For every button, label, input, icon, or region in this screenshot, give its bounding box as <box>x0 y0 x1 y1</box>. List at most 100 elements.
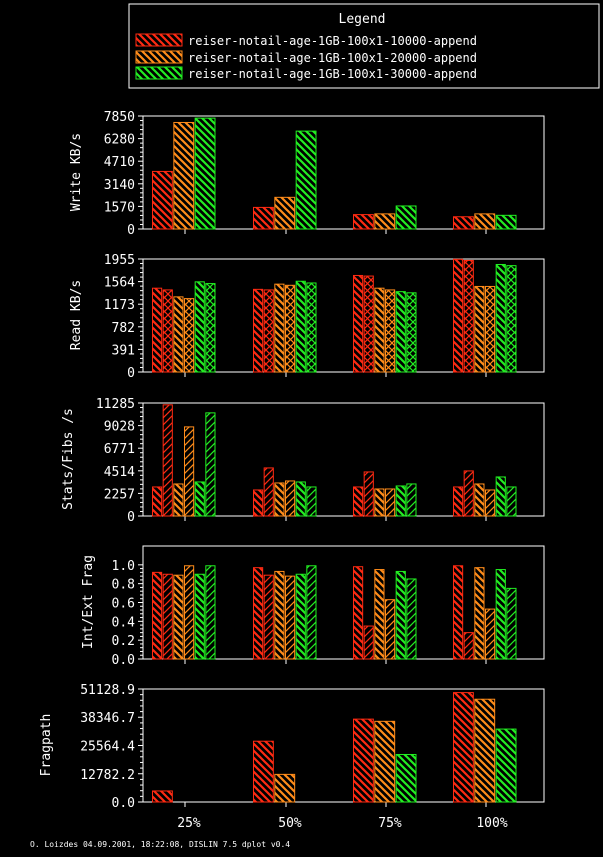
y-tick-label: 0 <box>127 223 135 238</box>
bar <box>353 486 364 517</box>
bar <box>374 720 396 803</box>
bar <box>263 467 274 517</box>
bar <box>474 285 485 373</box>
legend-swatch-3 <box>135 66 183 80</box>
bar <box>495 476 506 517</box>
bar <box>406 292 417 373</box>
bar <box>263 289 274 373</box>
panel-frag-ylabel: Int/Ext Frag <box>81 555 96 649</box>
y-tick-label: 11285 <box>96 397 135 412</box>
y-tick-label: 25564.4 <box>80 740 135 755</box>
bar <box>152 170 173 230</box>
panel-read-frame <box>142 258 545 373</box>
bar <box>495 214 517 230</box>
bar <box>395 205 417 230</box>
panel-read-ticks: 0 391 782 1173 1564 1955 <box>104 253 487 381</box>
bar <box>395 753 417 803</box>
y-tick-label: 1570 <box>104 200 135 215</box>
bar <box>253 740 274 803</box>
bar <box>194 281 205 373</box>
panel-write-ylabel: Write KB/s <box>69 133 84 211</box>
bar <box>285 284 296 373</box>
panel-frag-ticks: 0.0 0.2 0.4 0.6 0.8 1.0 <box>112 559 487 668</box>
legend-label-1: reiser-notail-age-1GB-100x1-10000-append <box>188 34 477 48</box>
panel-read-bars <box>152 258 517 373</box>
panel-stats-frame <box>142 402 545 517</box>
bar <box>162 404 173 517</box>
bar <box>194 573 205 660</box>
panel-read-ylabel: Read KB/s <box>69 280 84 350</box>
bar <box>385 488 396 517</box>
panel-stats-bars <box>152 404 517 517</box>
bar <box>463 632 474 660</box>
legend-title: Legend <box>339 12 386 27</box>
legend-label-2: reiser-notail-age-1GB-100x1-20000-append <box>188 51 477 65</box>
panel-frag: Int/Ext Frag 0.0 0.2 0.4 0.6 0.8 1.0 <box>81 545 545 668</box>
bar <box>374 213 396 230</box>
legend-swatch-1 <box>135 33 183 47</box>
y-tick-label: 6771 <box>104 442 135 457</box>
y-tick-label: 0.0 <box>112 796 135 811</box>
y-tick-label: 9028 <box>104 420 135 435</box>
y-tick-label: 2257 <box>104 487 135 502</box>
legend-swatch-2 <box>135 50 183 64</box>
y-tick-label: 6280 <box>104 133 135 148</box>
panel-fragpath-ticks: 0.0 12782.2 25564.4 38346.7 51128.9 <box>80 683 487 811</box>
bar <box>285 480 296 517</box>
bar <box>173 296 184 373</box>
bar <box>253 206 274 230</box>
bar <box>274 283 285 373</box>
y-tick-label: 3140 <box>104 178 135 193</box>
bar <box>295 573 306 660</box>
bar <box>485 285 496 373</box>
y-tick-label: 0.2 <box>112 634 135 649</box>
bar <box>453 486 464 517</box>
bar <box>205 283 216 373</box>
y-tick-label: 4514 <box>104 465 135 480</box>
bar <box>285 575 296 660</box>
bar <box>495 569 506 660</box>
panel-read: Read KB/s 0 391 782 1173 1564 1955 <box>69 253 545 381</box>
panel-fragpath-bars <box>152 692 517 803</box>
bar <box>474 213 496 230</box>
x-label-25: 25% <box>177 816 201 831</box>
bar <box>274 482 285 517</box>
y-tick-label: 51128.9 <box>80 683 135 698</box>
bar <box>274 570 285 660</box>
y-tick-label: 0 <box>127 510 135 525</box>
y-tick-label: 391 <box>112 343 135 358</box>
bar <box>453 258 464 373</box>
bar <box>374 569 385 660</box>
bar <box>152 571 163 660</box>
legend-box <box>128 3 600 89</box>
y-tick-label: 1.0 <box>112 559 135 574</box>
bar <box>152 287 163 373</box>
bar <box>295 130 317 230</box>
y-tick-label: 1173 <box>104 298 135 313</box>
bar <box>453 692 474 803</box>
bar <box>406 483 417 517</box>
panel-write-bars <box>152 117 517 230</box>
bar <box>395 485 406 517</box>
y-tick-label: 7850 <box>104 110 135 125</box>
panel-write: Write KB/s 0 1570 3140 4710 6280 7850 <box>69 110 545 238</box>
bar <box>274 773 296 803</box>
bar <box>173 483 184 517</box>
y-tick-label: 0.6 <box>112 597 135 612</box>
bar <box>395 291 406 373</box>
bar <box>253 489 264 517</box>
bar <box>474 567 485 660</box>
x-axis-labels: 25% 50% 75% 100% <box>177 816 508 831</box>
bar <box>506 587 517 660</box>
bar <box>152 790 173 803</box>
bar <box>495 263 506 373</box>
y-tick-label: 0.4 <box>112 615 136 630</box>
bar <box>453 565 464 660</box>
bar <box>263 574 274 660</box>
y-tick-label: 0.0 <box>112 653 135 668</box>
bar <box>406 578 417 660</box>
bar <box>152 486 163 517</box>
bar <box>395 570 406 660</box>
bar <box>485 608 496 660</box>
